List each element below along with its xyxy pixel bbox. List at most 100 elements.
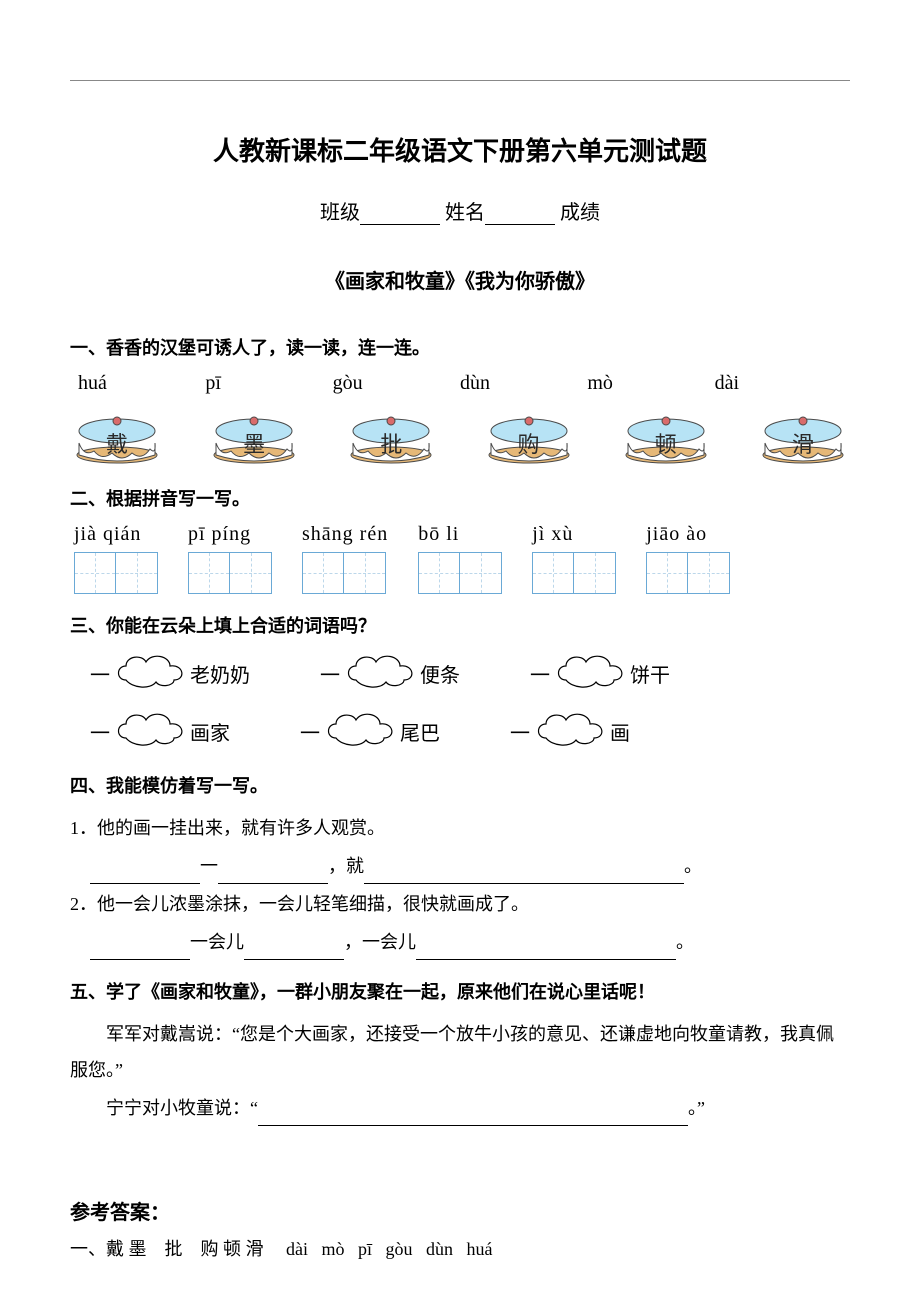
q1-pinyin: pī (205, 372, 332, 395)
blank[interactable] (364, 865, 684, 884)
cloud-icon[interactable] (322, 708, 400, 754)
cake-char: 购 (486, 427, 572, 459)
q2-item: bō li (418, 523, 502, 594)
q2-item: jì xù (532, 523, 616, 594)
q1-pinyin: mò (587, 372, 714, 395)
cloud-tail: 便条 (420, 659, 460, 688)
cloud-icon[interactable] (552, 650, 630, 696)
cloud-tail: 饼干 (630, 659, 670, 688)
q5-p1: 军军对戴嵩说：“您是个大画家，还接受一个放牛小孩的意见、还谦虚地向牧童请教，我真… (70, 1016, 850, 1088)
cake-char: 墨 (211, 427, 297, 459)
cloud-item: 一 画家 (90, 708, 230, 754)
cake-item: 戴 (74, 413, 160, 465)
answers-line: 一、戴 墨 批 购 顿 滑 dài mò pī gòu dùn huá (70, 1235, 850, 1261)
answers-pin: mò (322, 1239, 345, 1259)
cloud-pre: 一 (320, 659, 340, 688)
answers-pin: pī (358, 1239, 372, 1259)
cloud-item: 一 尾巴 (300, 708, 440, 754)
blank[interactable] (258, 1107, 688, 1126)
q5-p2-end: 。” (688, 1098, 705, 1118)
q2-pinyin: jiāo ào (646, 523, 730, 546)
cloud-item: 一 饼干 (530, 650, 670, 696)
blank[interactable] (416, 941, 676, 960)
cake-char: 戴 (74, 427, 160, 459)
cloud-icon[interactable] (112, 650, 190, 696)
class-blank[interactable] (360, 204, 440, 225)
cloud-tail: 老奶奶 (190, 659, 250, 688)
blank[interactable] (90, 865, 200, 884)
q2-item: pī píng (188, 523, 272, 594)
q3-row2: 一 画家 一 尾巴 一 画 (90, 708, 850, 754)
cloud-item: 一 画 (510, 708, 630, 754)
q5-p2: 宁宁对小牧童说：“。” (70, 1090, 850, 1126)
cloud-pre: 一 (90, 659, 110, 688)
tianzige-pair[interactable] (418, 552, 502, 594)
page-title: 人教新课标二年级语文下册第六单元测试题 (70, 131, 850, 168)
q1-head: 一、香香的汉堡可诱人了，读一读，连一连。 (70, 334, 850, 360)
cloud-tail: 尾巴 (400, 717, 440, 746)
q2-item: shāng rén (302, 523, 388, 594)
blank[interactable] (218, 865, 328, 884)
q4-line1-blank: 一，就。 (70, 848, 850, 884)
cake-item: 顿 (623, 413, 709, 465)
subtitle: 《画家和牧童》《我为你骄傲》 (70, 265, 850, 294)
q1-cake-row: 戴 墨 批 (70, 413, 850, 465)
name-blank[interactable] (485, 204, 555, 225)
q2-pinyin: jià qián (74, 523, 158, 546)
cloud-tail: 画 (610, 717, 630, 746)
cloud-tail: 画家 (190, 717, 230, 746)
cake-item: 购 (486, 413, 572, 465)
cake-item: 墨 (211, 413, 297, 465)
q2-item: jiāo ào (646, 523, 730, 594)
q5-head: 五、学了《画家和牧童》，一群小朋友聚在一起，原来他们在说心里话呢！ (70, 978, 850, 1004)
cloud-icon[interactable] (112, 708, 190, 754)
cloud-item: 一 老奶奶 (90, 650, 250, 696)
q4-line2-num: 2． (70, 894, 97, 914)
cloud-icon[interactable] (532, 708, 610, 754)
cloud-pre: 一 (300, 717, 320, 746)
answers-chars: 戴 墨 批 购 顿 滑 (106, 1239, 282, 1259)
q1-pinyin: dùn (460, 372, 587, 395)
answers-prefix: 一、 (70, 1239, 106, 1259)
score-label: 成绩 (560, 202, 600, 224)
q4-end2: 。 (676, 932, 694, 952)
q2-pinyin: jì xù (532, 523, 616, 546)
cake-char: 滑 (760, 427, 846, 459)
top-divider (70, 80, 850, 81)
cloud-pre: 一 (510, 717, 530, 746)
answers-pin: gòu (386, 1239, 413, 1259)
q4-line1-num: 1． (70, 818, 97, 838)
cake-item: 批 (348, 413, 434, 465)
q4-end1: 。 (684, 856, 702, 876)
page: 人教新课标二年级语文下册第六单元测试题 班级 姓名 成绩 《画家和牧童》《我为你… (0, 0, 920, 1302)
answers-head: 参考答案： (70, 1196, 850, 1225)
meta-line: 班级 姓名 成绩 (70, 196, 850, 225)
blank[interactable] (90, 941, 190, 960)
blank[interactable] (244, 941, 344, 960)
q1-pinyin: gòu (333, 372, 460, 395)
q4-line1: 1．他的画一挂出来，就有许多人观赏。 (70, 810, 850, 846)
cake-char: 批 (348, 427, 434, 459)
tianzige-pair[interactable] (188, 552, 272, 594)
q2-pinyin: shāng rén (302, 523, 388, 546)
tianzige-pair[interactable] (532, 552, 616, 594)
answers-pin: dùn (426, 1239, 453, 1259)
name-label: 姓名 (445, 202, 485, 224)
q4-mid2: ，就 (328, 856, 364, 876)
cake-item: 滑 (760, 413, 846, 465)
q4-mid4: ，一会儿 (344, 932, 416, 952)
tianzige-pair[interactable] (74, 552, 158, 594)
tianzige-pair[interactable] (646, 552, 730, 594)
q4-mid3: 一会儿 (190, 932, 244, 952)
q3-head: 三、你能在云朵上填上合适的词语吗？ (70, 612, 850, 638)
q1-pinyin-row: huá pī gòu dùn mò dài (70, 372, 850, 395)
cake-char: 顿 (623, 427, 709, 459)
q1-pinyin: huá (78, 372, 205, 395)
q4-line2-text: 他一会儿浓墨涂抹，一会儿轻笔细描，很快就画成了。 (97, 894, 529, 914)
cloud-icon[interactable] (342, 650, 420, 696)
tianzige-pair[interactable] (302, 552, 388, 594)
q4-line2-blank: 一会儿 ，一会儿 。 (70, 924, 850, 960)
answers-pin: dài (286, 1239, 308, 1259)
q2-pinyin: bō li (418, 523, 502, 546)
q2-pinyin: pī píng (188, 523, 272, 546)
